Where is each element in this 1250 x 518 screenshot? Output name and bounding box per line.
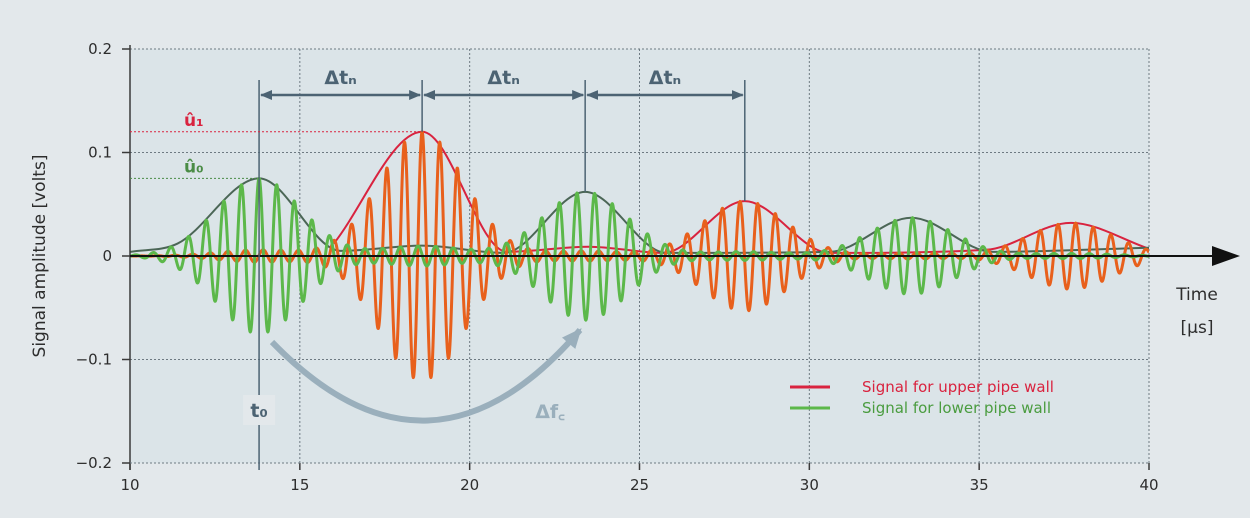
y-tick-label: −0.2 — [76, 454, 112, 472]
legend-label-upper: Signal for upper pipe wall — [862, 378, 1054, 396]
t0-label-background — [243, 395, 276, 425]
axes — [122, 45, 1240, 470]
x-axis-arrowhead — [1212, 246, 1240, 266]
annotations: Δtₙ Δtₙ Δtₙ û₁ û₀ t₀ Δf꜀ — [130, 67, 746, 470]
x-tick-label: 20 — [460, 476, 479, 494]
x-tick-label: 10 — [120, 476, 139, 494]
lower-wall-signal — [130, 176, 1149, 334]
delta-t-label: Δtₙ — [324, 67, 356, 89]
legend: Signal for upper pipe wall Signal for lo… — [790, 378, 1054, 417]
x-tick-label: 30 — [800, 476, 819, 494]
t0-label: t₀ — [250, 400, 267, 422]
delta-fc-arrow — [269, 328, 583, 424]
x-tick-label: 25 — [630, 476, 649, 494]
x-tick-label: 40 — [1139, 476, 1158, 494]
x-tick-labels: 10 15 20 25 30 35 40 — [120, 476, 1158, 494]
u0-label: û₀ — [184, 157, 204, 177]
y-tick-label: 0 — [102, 247, 112, 265]
x-tick-label: 15 — [290, 476, 309, 494]
y-tick-label: −0.1 — [76, 351, 112, 369]
x-axis-label-line2: [µs] — [1181, 318, 1214, 338]
y-axis-label: Signal amplitude [volts] — [30, 155, 50, 358]
delta-fc-label: Δf꜀ — [535, 401, 565, 423]
waveforms — [130, 130, 1149, 380]
y-tick-labels: 0.2 0.1 0 −0.1 −0.2 — [76, 40, 112, 472]
delta-t-label: Δtₙ — [649, 67, 681, 89]
y-tick-label: 0.1 — [88, 144, 112, 162]
x-tick-label: 35 — [970, 476, 989, 494]
y-tick-label: 0.2 — [88, 40, 112, 58]
delta-t-label: Δtₙ — [487, 67, 519, 89]
u1-label: û₁ — [184, 111, 204, 131]
x-axis-label-line1: Time — [1175, 285, 1218, 305]
upper-wall-envelope — [333, 130, 1149, 254]
legend-label-lower: Signal for lower pipe wall — [862, 399, 1051, 417]
